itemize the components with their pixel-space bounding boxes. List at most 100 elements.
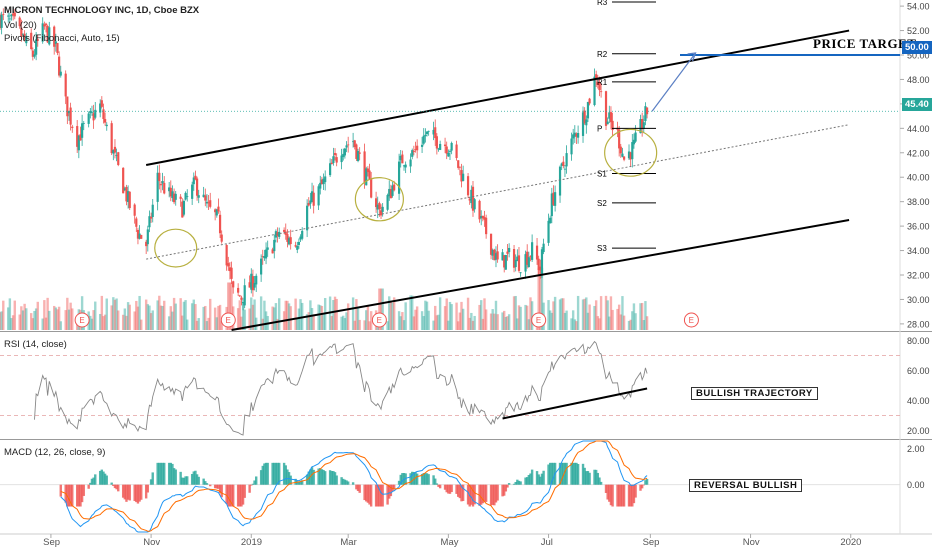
volume-bar <box>317 304 320 330</box>
volume-bar <box>553 296 557 330</box>
candle-body <box>220 234 223 242</box>
volume-bar <box>629 319 632 330</box>
macd-histogram-bar <box>300 480 304 485</box>
volume-bar <box>412 316 416 330</box>
volume-bar <box>243 309 246 330</box>
candle-body <box>161 181 164 184</box>
volume-bar <box>34 308 38 330</box>
macd-histogram-bar <box>606 484 609 500</box>
volume-bar <box>207 317 210 330</box>
volume-bar <box>493 313 496 330</box>
macd-histogram-bar <box>381 484 384 507</box>
candle-body <box>138 233 141 239</box>
volume-bar <box>588 304 591 330</box>
candle-body <box>363 151 366 183</box>
candle-body <box>241 302 245 304</box>
candle-body <box>31 50 34 57</box>
candle-body <box>20 27 23 37</box>
rsi-title: RSI (14, close) <box>4 339 67 350</box>
macd-histogram-bar <box>241 484 245 505</box>
candle-body <box>243 285 246 306</box>
candle-body <box>368 170 371 180</box>
price-axis-label: 54.00 <box>907 2 930 12</box>
candle-body <box>25 35 28 44</box>
candle-body <box>425 131 429 134</box>
candle-body <box>44 23 48 26</box>
candle-body <box>593 76 596 106</box>
macd-histogram-bar <box>125 484 128 502</box>
candle-body <box>629 152 632 160</box>
pivot-label: R3 <box>597 0 608 7</box>
candle-body <box>209 200 212 207</box>
volume-bar <box>197 318 200 330</box>
candle-body <box>227 263 230 267</box>
earnings-marker <box>531 312 547 328</box>
candle-body <box>631 142 634 160</box>
volume-bar <box>594 300 598 330</box>
candle-body <box>260 258 263 275</box>
candle-body <box>516 256 519 262</box>
volume-bar <box>217 305 220 330</box>
volume-bar <box>7 307 10 330</box>
volume-bar <box>286 300 289 330</box>
candle-body <box>58 56 61 76</box>
macd-histogram-bar <box>611 484 614 507</box>
macd-histogram-bar <box>443 484 447 490</box>
candle-body <box>207 202 210 204</box>
volume-bar <box>471 320 475 330</box>
macd-histogram-bar <box>525 477 529 485</box>
macd-histogram-bar <box>598 477 601 485</box>
volume-bar <box>645 316 649 330</box>
macd-histogram-bar <box>404 473 407 485</box>
volume-bar <box>289 306 292 330</box>
macd-histogram-bar <box>227 484 230 507</box>
pivot-label: S1 <box>597 170 607 179</box>
candle-body <box>376 204 379 210</box>
volume-bar <box>489 313 493 330</box>
candle-body <box>468 198 471 201</box>
macd-histogram-bar <box>629 484 632 507</box>
candle-body <box>611 120 614 131</box>
macd-signal-line <box>60 440 648 532</box>
x-axis-label: May <box>441 537 459 548</box>
pivots-legend: Pivots (Fibonacci, Auto, 15) <box>4 33 120 44</box>
candle-body <box>397 161 401 194</box>
volume-bar <box>443 306 447 330</box>
candle-body <box>379 210 383 216</box>
volume-bar <box>125 315 128 330</box>
volume-bar <box>450 304 453 330</box>
candle-body <box>457 160 460 168</box>
macd-histogram-bar <box>77 484 81 507</box>
volume-bar <box>64 310 67 330</box>
candle-body <box>43 24 46 27</box>
candle-body <box>18 17 21 27</box>
volume-bar <box>409 295 412 330</box>
candle-body <box>133 204 136 216</box>
macd-histogram-bar <box>149 479 153 485</box>
volume-bar <box>414 309 417 330</box>
macd-histogram-bar <box>547 464 550 485</box>
candle-body <box>639 119 642 134</box>
volume-bar <box>190 303 194 330</box>
macd-histogram-bar <box>103 473 107 485</box>
candle-body <box>424 134 427 137</box>
candle-body <box>71 126 74 129</box>
volume-bar <box>121 314 125 330</box>
candle-body <box>0 14 3 28</box>
volume-bar <box>606 300 609 330</box>
candle-body <box>604 91 608 126</box>
macd-histogram-bar <box>412 471 416 485</box>
volume-bar <box>57 306 61 330</box>
candle-body <box>343 148 346 156</box>
candle-body <box>644 106 647 122</box>
volume-bar <box>573 319 577 330</box>
candle-body <box>294 245 297 247</box>
candle-body <box>552 192 555 205</box>
macd-histogram-bar <box>79 484 82 507</box>
volume-bar <box>391 302 394 330</box>
candle-body <box>437 148 440 150</box>
candle-body <box>289 237 292 245</box>
macd-histogram-bar <box>110 482 113 485</box>
macd-histogram-bar <box>571 462 575 485</box>
